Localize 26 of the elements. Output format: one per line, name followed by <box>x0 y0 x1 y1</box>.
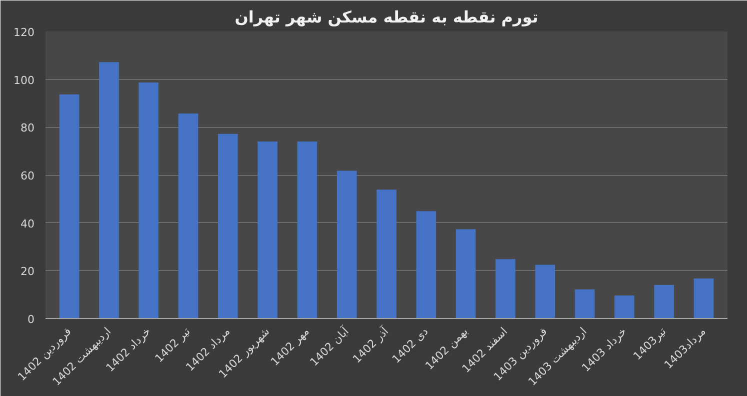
bar <box>654 285 674 318</box>
x-tick-label: آذر 1402 <box>350 324 392 366</box>
bar <box>258 142 278 318</box>
bar <box>218 134 238 318</box>
y-tick-label: 80 <box>20 122 35 135</box>
y-tick-label: 60 <box>20 170 35 182</box>
y-tick-label: 100 <box>14 74 35 87</box>
bar <box>376 190 396 318</box>
bar <box>496 259 516 318</box>
bar <box>178 114 198 318</box>
bar <box>456 229 476 318</box>
bar <box>297 142 318 318</box>
chart-title: تورم نقطه به نقطه مسکن شهر تهران <box>234 8 538 26</box>
bar <box>336 170 357 318</box>
y-tick-label: 120 <box>14 26 35 39</box>
bar <box>99 62 119 318</box>
bar <box>574 289 595 318</box>
y-tick-label: 20 <box>20 265 35 278</box>
bar <box>614 296 634 318</box>
bar <box>138 82 159 318</box>
bar <box>535 264 556 318</box>
y-tick-label: 40 <box>20 217 35 230</box>
y-tick-label: 0 <box>28 313 34 326</box>
bar <box>416 211 436 318</box>
bar <box>59 94 80 318</box>
bar <box>694 278 714 318</box>
